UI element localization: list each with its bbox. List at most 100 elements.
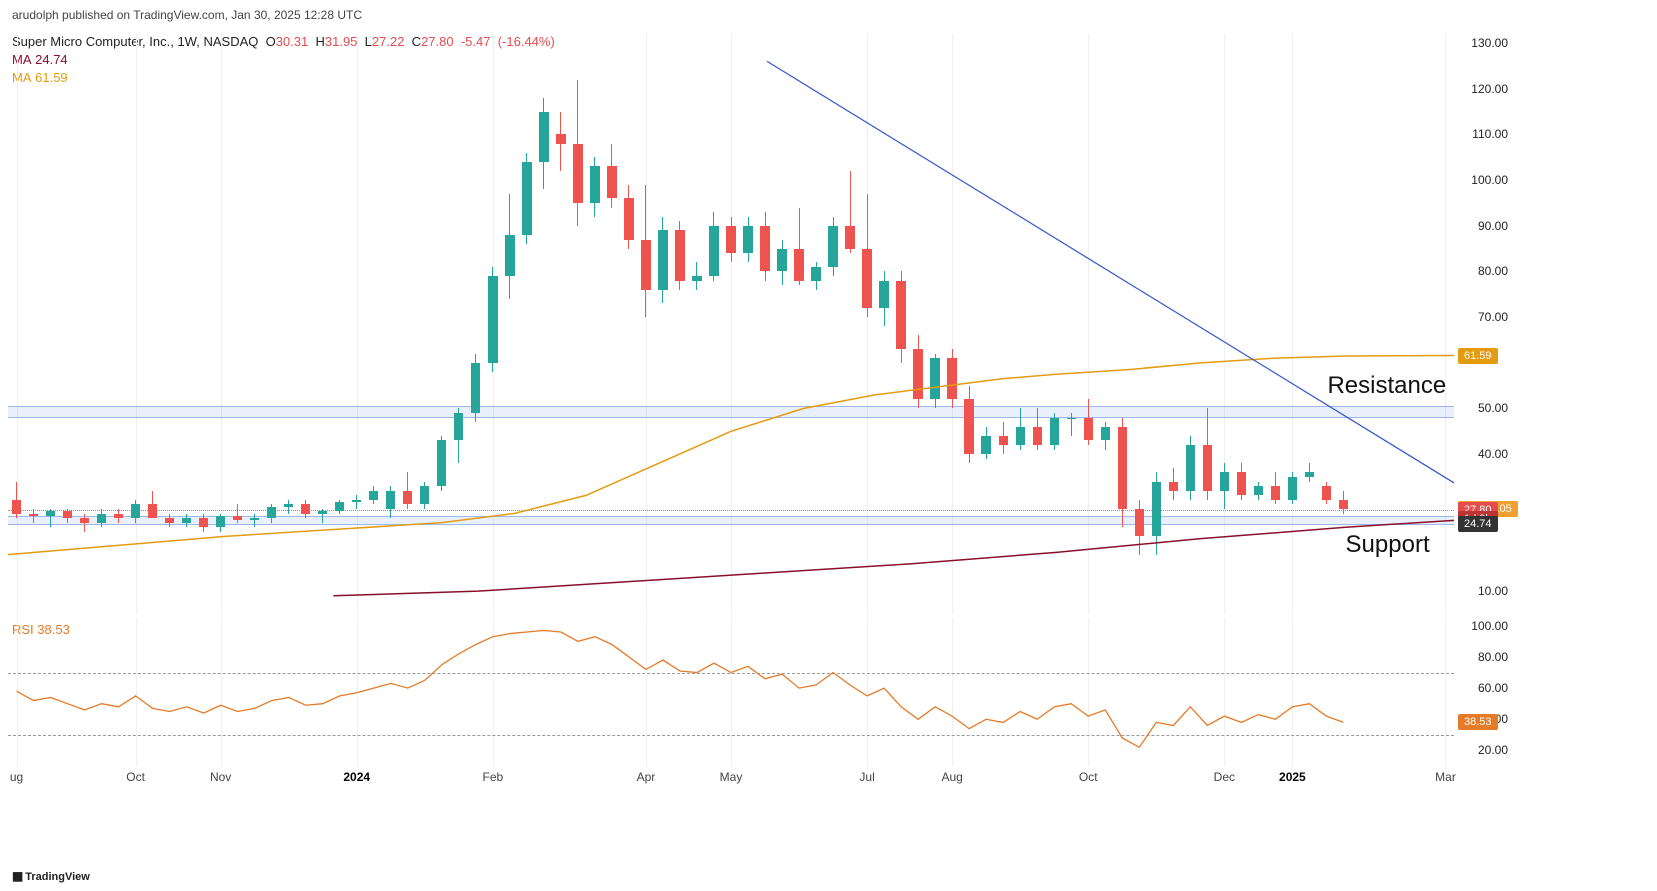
candle-body [1084,418,1093,441]
candle-body [420,486,429,504]
ytick: 50.00 [1462,401,1508,415]
candle-body [896,281,905,350]
ytick: 40.00 [1462,447,1508,461]
candle-body [46,511,55,516]
xtick: Apr [637,770,656,784]
xtick: 2025 [1279,770,1306,784]
candle-body [335,502,344,511]
candle-body [63,511,72,518]
candle-body [1203,445,1212,491]
candle-body [1339,500,1348,509]
gridline [731,34,732,614]
gridline [1224,34,1225,614]
candle-wick [1071,413,1072,436]
gridline [1088,34,1089,614]
candle-body [301,504,310,513]
candle-body [29,514,38,516]
candle-body [1101,427,1110,441]
xtick: Oct [126,770,145,784]
candle-body [964,399,973,454]
candle-body [777,249,786,272]
rsi-line [17,630,1344,747]
candle-body [318,511,327,513]
annotation-support: Support [1346,531,1430,559]
last-price-line [8,510,1454,511]
candle-body [471,363,480,413]
gridline [1292,34,1293,614]
candle-body [607,166,616,198]
tradingview-logo: ▮▮TradingView [12,869,90,883]
candle-body [675,230,684,280]
candle-body [1050,418,1059,445]
candle-body [692,276,701,281]
candle-body [1135,509,1144,536]
candle-body [879,281,888,308]
price-chart[interactable]: ResistanceSupport [8,34,1454,614]
gridline [136,34,137,614]
candle-body [1288,477,1297,500]
candle-body [1322,486,1331,500]
candle-body [488,276,497,363]
candle-body [148,504,157,518]
xtick: May [720,770,743,784]
candle-body [284,504,293,506]
rsi-ytick: 80.00 [1462,650,1508,664]
candle-body [505,235,514,276]
candle-body [573,144,582,203]
candle-body [539,112,548,162]
ytick: 120.00 [1462,82,1508,96]
candle-body [743,226,752,253]
gridline [867,34,868,614]
y-axis-price: 130.00120.00110.00100.0090.0080.0070.005… [1458,34,1648,614]
candle-body [590,166,599,203]
candle-body [182,518,191,523]
xtick: Oct [1079,770,1098,784]
candle-body [454,413,463,440]
candle-body [947,358,956,399]
candle-body [1220,472,1229,490]
gridline [17,34,18,614]
candle-body [12,500,21,514]
candle-body [131,504,140,518]
candle-wick [33,509,34,523]
candle-body [828,226,837,267]
candle-body [999,436,1008,445]
candle-body [981,436,990,454]
ytick: 10.00 [1462,584,1508,598]
candle-body [369,491,378,500]
ytick: 70.00 [1462,310,1508,324]
candle-body [114,514,123,519]
candle-body [1067,418,1076,419]
candle-body [1169,482,1178,491]
candle-body [1118,427,1127,509]
candle-body [165,518,174,523]
xtick: Nov [210,770,231,784]
candle-body [1152,482,1161,537]
candle-body [556,134,565,143]
price-zone [8,406,1454,417]
candle-body [862,249,871,308]
candle-body [913,349,922,399]
candle-body [97,514,106,523]
candle-body [522,162,531,235]
ytick: 80.00 [1462,264,1508,278]
candle-body [709,226,718,276]
rsi-ytick: 60.00 [1462,681,1508,695]
candle-wick [356,495,357,509]
publish-header: arudolph published on TradingView.com, J… [12,8,362,22]
candle-body [760,226,769,272]
candle-body [726,226,735,253]
ytick: 130.00 [1462,36,1508,50]
ma_long-line [333,520,1454,595]
gridline [1445,34,1446,614]
ytick: 100.00 [1462,173,1508,187]
gridline [357,34,358,614]
candle-body [1033,427,1042,445]
xtick: 2024 [343,770,370,784]
candle-body [1305,472,1314,477]
candle-body [794,249,803,281]
candle-body [658,230,667,289]
rsi-chart[interactable] [8,618,1454,766]
price-tag: 61.59 [1458,348,1498,364]
candle-body [1254,486,1263,495]
